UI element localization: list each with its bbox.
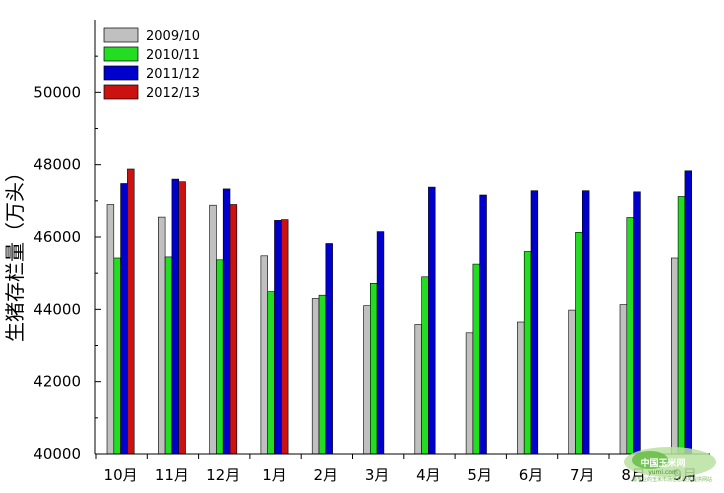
bar-2010-11-2月 bbox=[318, 294, 327, 455]
bar-2011-12-9月 bbox=[684, 170, 693, 455]
bar-2009-10-11月 bbox=[158, 216, 166, 455]
y-tick-label: 50000 bbox=[33, 83, 81, 101]
x-tick-label: 11月 bbox=[155, 466, 189, 484]
legend-label: 2009/10 bbox=[146, 29, 200, 44]
y-tick-label: 44000 bbox=[33, 300, 81, 318]
legend-label: 2011/12 bbox=[146, 67, 200, 82]
legend-label: 2012/13 bbox=[146, 86, 200, 101]
x-tick-label: 5月 bbox=[467, 466, 492, 484]
legend: 2009/10 2010/11 2011/12 2012/13 bbox=[103, 27, 200, 101]
bar-2011-12-3月 bbox=[376, 231, 385, 455]
bar-2009-10-10月 bbox=[106, 204, 115, 455]
bar-2011-12-7月 bbox=[581, 190, 590, 455]
bar-2010-11-4月 bbox=[421, 276, 429, 455]
bar-2010-11-11月 bbox=[164, 256, 173, 455]
bar-2012-13-11月 bbox=[178, 181, 186, 455]
watermark-title: 中国玉米网 bbox=[640, 457, 685, 469]
legend-swatch bbox=[103, 46, 139, 62]
watermark-url: yumi.com bbox=[648, 469, 678, 476]
x-tick-label: 7月 bbox=[570, 466, 595, 484]
bar-2012-13-12月 bbox=[229, 204, 238, 455]
bar-2011-12-6月 bbox=[530, 190, 539, 455]
bar-2009-10-5月 bbox=[465, 332, 474, 455]
bar-2010-11-10月 bbox=[113, 257, 121, 455]
y-tick-label: 46000 bbox=[33, 228, 81, 246]
x-tick-label: 10月 bbox=[104, 466, 138, 484]
x-tick-label: 2月 bbox=[314, 466, 339, 484]
legend-label: 2010/11 bbox=[146, 48, 200, 63]
legend-swatch bbox=[103, 65, 139, 81]
bar-2011-12-10月 bbox=[120, 183, 128, 455]
watermark-logo: 中国玉米网 yumi.com 最专业的玉米市场信息服务提供网站 bbox=[624, 447, 716, 483]
bar-2010-11-1月 bbox=[267, 291, 275, 455]
bar-2011-12-11月 bbox=[171, 178, 179, 455]
bar-2009-10-8月 bbox=[619, 304, 628, 455]
bar-2009-10-2月 bbox=[311, 298, 320, 455]
bar-2010-11-6月 bbox=[523, 251, 532, 455]
bar-2009-10-4月 bbox=[414, 324, 422, 455]
bar-2010-11-3月 bbox=[369, 282, 378, 455]
y-tick-label: 40000 bbox=[33, 445, 81, 463]
bar-2011-12-8月 bbox=[633, 191, 641, 455]
bar-2012-13-10月 bbox=[127, 168, 135, 455]
bar-2009-10-3月 bbox=[363, 305, 371, 455]
bar-2009-10-9月 bbox=[670, 257, 679, 455]
bar-2010-11-7月 bbox=[575, 232, 583, 455]
bar-2011-12-1月 bbox=[274, 220, 282, 455]
legend-swatch bbox=[103, 84, 139, 100]
x-ticks: 10月11月12月1月2月3月4月5月6月7月8月9月 bbox=[95, 454, 697, 484]
y-ticks: 40000 42000 44000 46000 48000 50000 bbox=[33, 55, 101, 463]
watermark-slogan: 最专业的玉米市场信息服务提供网站 bbox=[632, 476, 712, 483]
bar-2010-11-5月 bbox=[472, 263, 480, 455]
bar-2010-11-8月 bbox=[626, 217, 634, 455]
bar-2011-12-2月 bbox=[325, 243, 333, 455]
legend-swatch bbox=[103, 27, 139, 43]
x-tick-label: 1月 bbox=[262, 466, 287, 484]
bar-2012-13-1月 bbox=[280, 219, 289, 455]
bar-2011-12-5月 bbox=[479, 194, 487, 455]
bars-layer bbox=[106, 168, 693, 455]
y-tick-label: 48000 bbox=[33, 156, 81, 174]
bar-2009-10-6月 bbox=[517, 321, 525, 455]
y-axis-title: 生猪存栏量（万头） bbox=[3, 162, 27, 342]
y-tick-label: 42000 bbox=[33, 373, 81, 391]
bar-2011-12-4月 bbox=[428, 186, 436, 455]
bar-2011-12-12月 bbox=[222, 188, 231, 455]
x-tick-label: 6月 bbox=[519, 466, 544, 484]
x-tick-label: 3月 bbox=[365, 466, 390, 484]
bar-2009-10-7月 bbox=[568, 309, 576, 455]
bar-2009-10-12月 bbox=[209, 204, 217, 455]
bar-2010-11-12月 bbox=[216, 259, 224, 455]
bar-2010-11-9月 bbox=[677, 196, 686, 455]
bar-2009-10-1月 bbox=[260, 255, 268, 455]
x-tick-label: 4月 bbox=[416, 466, 441, 484]
x-tick-label: 12月 bbox=[206, 466, 240, 484]
